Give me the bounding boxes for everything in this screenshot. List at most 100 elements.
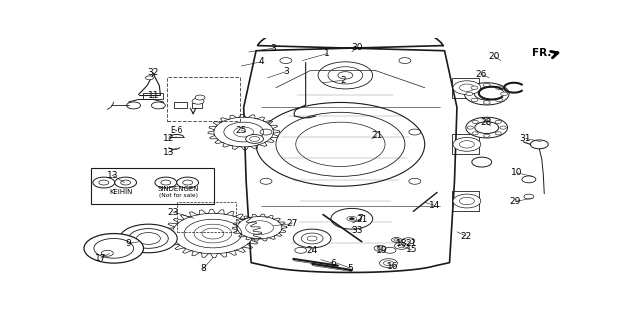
Circle shape	[145, 76, 154, 80]
Text: 29: 29	[510, 197, 521, 206]
Circle shape	[522, 176, 536, 183]
Text: 5: 5	[348, 264, 353, 273]
Text: 27: 27	[287, 219, 298, 228]
Circle shape	[479, 87, 504, 99]
Circle shape	[471, 98, 478, 102]
Text: E-6: E-6	[170, 125, 183, 135]
Circle shape	[402, 238, 415, 244]
Text: 12: 12	[163, 134, 174, 143]
Circle shape	[394, 243, 408, 249]
Circle shape	[93, 177, 115, 188]
Circle shape	[471, 86, 478, 90]
Circle shape	[453, 194, 481, 208]
Circle shape	[101, 250, 113, 256]
Bar	[452, 191, 479, 211]
Polygon shape	[244, 21, 457, 272]
Circle shape	[472, 120, 478, 124]
Text: 17: 17	[95, 254, 107, 263]
Text: 25: 25	[236, 125, 247, 135]
Circle shape	[466, 117, 508, 138]
Text: 21: 21	[406, 239, 417, 248]
Circle shape	[453, 81, 481, 95]
Text: 3: 3	[283, 67, 289, 76]
Circle shape	[495, 132, 501, 135]
Bar	[452, 78, 479, 98]
Circle shape	[500, 126, 506, 129]
Text: 23: 23	[168, 208, 179, 217]
Circle shape	[115, 177, 136, 188]
Circle shape	[500, 92, 508, 96]
Circle shape	[127, 102, 141, 109]
Text: 10: 10	[511, 168, 522, 177]
Text: 4: 4	[258, 57, 264, 66]
Circle shape	[331, 208, 372, 229]
Circle shape	[155, 177, 177, 188]
Text: 2: 2	[340, 76, 346, 85]
Bar	[143, 93, 163, 99]
Circle shape	[195, 95, 205, 100]
Bar	[174, 102, 187, 108]
Text: 6: 6	[330, 259, 336, 268]
Text: 26: 26	[475, 70, 486, 79]
Circle shape	[484, 134, 490, 137]
Text: 31: 31	[520, 134, 531, 143]
Text: 11: 11	[148, 91, 159, 100]
Circle shape	[524, 194, 534, 199]
Circle shape	[453, 138, 481, 151]
Circle shape	[483, 101, 490, 104]
Circle shape	[483, 84, 490, 87]
Circle shape	[237, 217, 282, 239]
Circle shape	[495, 120, 501, 124]
Bar	[167, 77, 240, 121]
Text: 21: 21	[356, 215, 367, 224]
Text: 18: 18	[396, 239, 407, 248]
Text: 24: 24	[307, 246, 317, 255]
Text: 21: 21	[371, 131, 382, 140]
Text: 33: 33	[351, 226, 362, 235]
Circle shape	[120, 224, 177, 253]
Text: 30: 30	[351, 43, 362, 52]
Circle shape	[472, 132, 478, 135]
Text: KEIHIN: KEIHIN	[109, 189, 132, 195]
Circle shape	[484, 118, 490, 121]
Circle shape	[152, 102, 165, 109]
Bar	[191, 103, 202, 108]
Text: 16: 16	[387, 262, 398, 271]
Bar	[91, 167, 214, 204]
Text: 20: 20	[488, 52, 500, 61]
Circle shape	[374, 245, 386, 251]
Text: 9: 9	[125, 239, 131, 248]
Circle shape	[246, 134, 264, 143]
Circle shape	[495, 98, 502, 102]
Circle shape	[474, 88, 499, 100]
Text: FR.: FR.	[532, 48, 551, 58]
Text: 19: 19	[376, 246, 387, 255]
Circle shape	[495, 86, 502, 90]
Text: 14: 14	[429, 201, 440, 210]
Circle shape	[349, 218, 355, 220]
Text: 28: 28	[480, 118, 492, 127]
Bar	[177, 202, 236, 232]
Circle shape	[466, 92, 473, 96]
Text: 3: 3	[271, 44, 276, 53]
Text: 13: 13	[106, 171, 118, 180]
Text: 8: 8	[200, 264, 206, 273]
Circle shape	[177, 177, 198, 188]
Circle shape	[531, 140, 548, 149]
Text: 22: 22	[460, 231, 472, 241]
Text: 7: 7	[357, 214, 363, 223]
Circle shape	[392, 237, 401, 243]
Bar	[452, 134, 479, 154]
Circle shape	[172, 213, 253, 254]
Text: SINDENGEN: SINDENGEN	[157, 186, 199, 192]
Text: 32: 32	[148, 68, 159, 77]
Circle shape	[84, 234, 143, 263]
Circle shape	[192, 98, 204, 104]
Circle shape	[293, 229, 331, 248]
Circle shape	[475, 122, 499, 133]
Circle shape	[467, 126, 474, 129]
Text: 13: 13	[163, 148, 174, 157]
Circle shape	[214, 117, 273, 147]
Circle shape	[380, 259, 397, 268]
Circle shape	[465, 83, 509, 105]
